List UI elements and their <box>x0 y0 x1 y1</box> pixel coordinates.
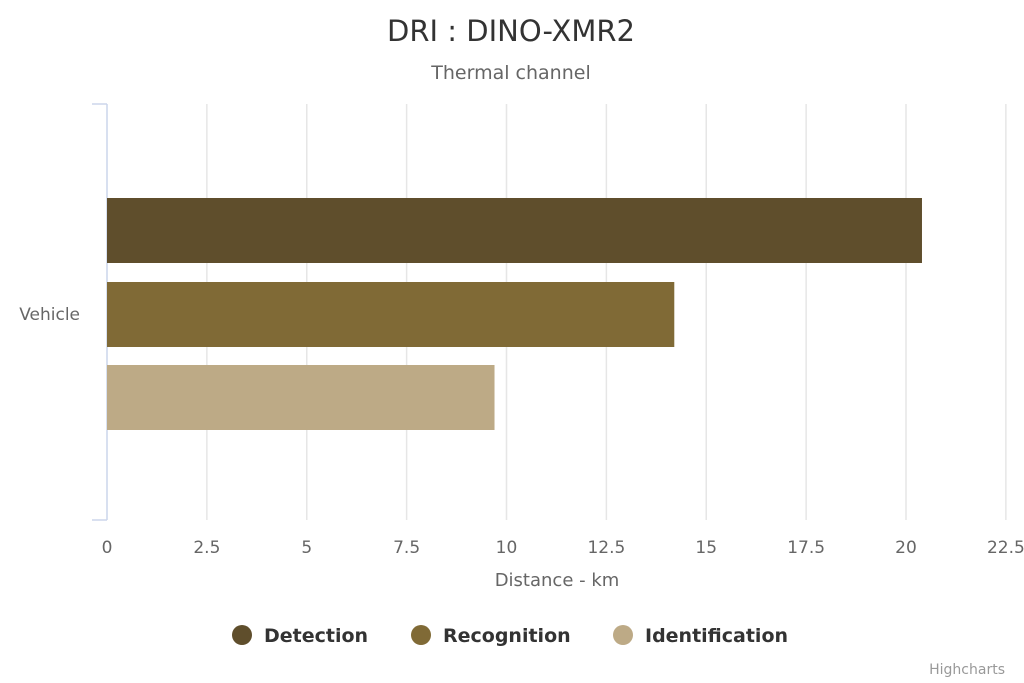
chart-title: DRI : DINO-XMR2 <box>387 14 635 48</box>
x-tick-label: 12.5 <box>587 538 625 558</box>
legend-label: Recognition <box>443 625 571 647</box>
bars <box>107 198 922 430</box>
legend: Detection Recognition Identification <box>232 625 788 647</box>
value-axis-ticks: 0 2.5 5 7.5 10 12.5 15 17.5 20 22.5 <box>102 538 1024 558</box>
x-tick-label: 17.5 <box>787 538 825 558</box>
x-tick-label: 22.5 <box>987 538 1024 558</box>
x-tick-label: 7.5 <box>393 538 420 558</box>
x-tick-label: 10 <box>496 538 518 558</box>
legend-label: Identification <box>645 625 788 647</box>
x-tick-label: 2.5 <box>193 538 220 558</box>
legend-item-detection[interactable]: Detection <box>232 625 368 647</box>
legend-marker-icon <box>613 625 633 645</box>
legend-item-recognition[interactable]: Recognition <box>411 625 571 647</box>
bar-recognition[interactable] <box>107 282 675 347</box>
legend-marker-icon <box>232 625 252 645</box>
x-axis-title: Distance - km <box>495 570 620 591</box>
bar-identification[interactable] <box>107 365 495 430</box>
legend-label: Detection <box>264 625 368 647</box>
chart-subtitle: Thermal channel <box>430 62 590 84</box>
legend-item-identification[interactable]: Identification <box>613 625 788 647</box>
x-tick-label: 0 <box>102 538 113 558</box>
credits-link[interactable]: Highcharts <box>929 662 1005 678</box>
legend-marker-icon <box>411 625 431 645</box>
x-tick-label: 20 <box>895 538 917 558</box>
x-tick-label: 5 <box>301 538 312 558</box>
category-axis: Vehicle <box>19 103 108 521</box>
category-label-vehicle: Vehicle <box>19 305 80 325</box>
x-tick-label: 15 <box>695 538 717 558</box>
bar-detection[interactable] <box>107 198 922 263</box>
